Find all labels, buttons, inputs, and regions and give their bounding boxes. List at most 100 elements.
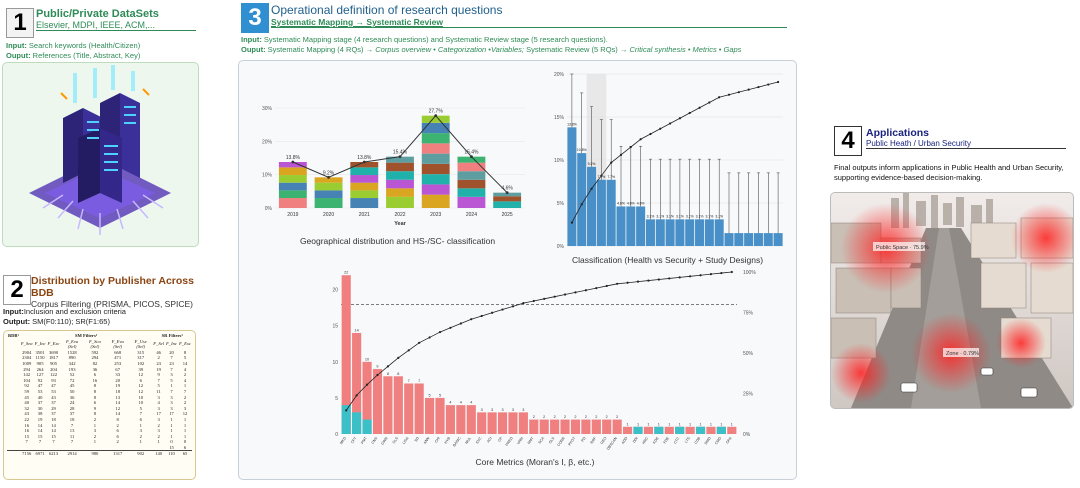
bdb-cell: 3 [139, 428, 142, 434]
bdb-cell: 905 [50, 360, 57, 366]
bar-segment [386, 162, 414, 172]
cumulative-point [595, 286, 598, 290]
bdb-name-cell [7, 451, 20, 457]
bdb-cell: 104 [23, 377, 31, 383]
data-label: 4.6% [501, 186, 513, 192]
bdb-cell: 14 [182, 360, 188, 366]
data-label: 3 [481, 408, 483, 412]
bar [612, 419, 622, 434]
cumulative-point [470, 318, 473, 321]
cumulative-point [574, 291, 577, 294]
bdb-cell: 4 [183, 377, 187, 383]
data-label: 4 [470, 401, 472, 405]
step3-output-label: Ouput: [241, 45, 266, 54]
bdb-cell: 67 [115, 366, 120, 372]
city-heatmap-icon: Public Space · 75.9% Zone · 0.79% [831, 193, 1073, 408]
table-row: 45 40 43 36 8 13 10 3 3 2 [7, 395, 192, 401]
x-tick-label: 2025 [502, 212, 513, 218]
bdb-cell: 3 [170, 405, 173, 411]
bar [352, 332, 362, 434]
cumulative-point [689, 275, 692, 278]
bar-teal-segment [654, 426, 664, 434]
x-tick-label: CHI [434, 436, 441, 443]
step4-title: Applications [866, 127, 930, 139]
bdb-cell: 471 [114, 355, 122, 361]
bdb-cell: 14 [51, 422, 56, 428]
bdb-cell: 8 [93, 388, 97, 394]
table-row: 2304 1150 1817 890 294 471 317 2 7 5 [7, 355, 192, 361]
step2-output-label: Output: [3, 317, 31, 326]
bdb-cell: 7 [139, 411, 142, 417]
bdb-cell: 53 [51, 388, 56, 394]
data-label: 13.8% [567, 122, 577, 126]
bdb-cell: 7 [170, 366, 173, 372]
x-tick-label: 2021 [359, 212, 370, 218]
data-label: 5 [439, 393, 441, 397]
bdb-subheader-cell: F_Sel [153, 341, 164, 347]
data-label: 1 [637, 422, 639, 426]
data-label: 1 [668, 422, 670, 426]
table-row: 40 37 37 24 6 14 10 4 3 2 [7, 400, 192, 406]
bdb-subheader-cell: F_Inc [34, 341, 46, 347]
bdb-cell: 2 [93, 416, 97, 422]
bar-segment [386, 188, 414, 197]
cumulative-point [590, 187, 593, 190]
data-label: 4.6% [627, 201, 635, 205]
bdb-subheader-cell: F_Eva (Sel) [111, 338, 124, 350]
bdb-cell: 317 [137, 355, 145, 361]
data-label: 3.1% [647, 214, 655, 218]
x-tick-label: 2023 [430, 212, 441, 218]
bdb-cell: 23 [156, 360, 161, 366]
x-tick-label: HYB [444, 436, 452, 445]
bdb-cell: 102 [137, 360, 145, 366]
bdb-cell: 294 [91, 355, 99, 361]
core-metrics-chart: 051015200%25%50%75%100%22MKD14CFT10PMT9C… [332, 270, 756, 451]
table-row: 104 92 93 72 16 20 6 7 5 4 [7, 378, 192, 384]
y-tick-label: 0 [335, 432, 338, 438]
bar-segment [493, 201, 522, 208]
data-label: 1 [699, 422, 701, 426]
data-label: 8 [387, 372, 389, 376]
data-label: 13.8% [286, 155, 301, 161]
cumulative-point [532, 299, 535, 303]
bdb-cell: 36 [92, 366, 98, 372]
cumulative-point [688, 111, 691, 115]
data-label: 3 [512, 408, 514, 412]
bdb-cell: 15 [169, 444, 174, 450]
sm-filters-header: SM Filters² [74, 333, 98, 338]
trend-point [291, 160, 295, 164]
step4-number: 4 [834, 126, 862, 156]
bdb-cell: 127 [36, 372, 44, 378]
cumulative-point [708, 101, 711, 104]
x-tick-label: CDB [694, 436, 702, 445]
y-tick-label: 5 [335, 396, 338, 402]
bdb-cell: 9 [157, 372, 160, 378]
bar [643, 426, 654, 434]
cumulative-point [355, 394, 358, 397]
bdb-cell: 0 [183, 439, 187, 445]
data-label: 4 [449, 401, 451, 405]
x-tick-label: ACI [486, 436, 493, 443]
bdb-subheader-cell: F_Eva (Sel) [65, 338, 79, 350]
data-label: 27.7% [429, 109, 444, 115]
bar-segment [421, 133, 450, 144]
bdb-cell: 28 [69, 405, 75, 411]
city-image-panel: Public Space · 75.9% Zone · 0.79% [830, 192, 1074, 409]
x-tick-label: ADD [621, 436, 629, 445]
x-tick-label: ANN [423, 436, 431, 445]
table-row: 142 127 122 52 6 33 12 9 3 2 [7, 372, 192, 378]
cumulative-point [438, 330, 442, 334]
bdb-cell: 8 [116, 416, 119, 422]
bdb-cell: 2 [183, 394, 187, 400]
bdb-cell: 38 [37, 411, 43, 417]
bar-segment [421, 184, 450, 195]
bdb-cell: 12 [138, 372, 144, 378]
bdb-cell: 3690 [48, 349, 59, 355]
cumulative-point [767, 83, 770, 86]
bdb-cell: 980 [91, 451, 99, 457]
trend-point [434, 114, 438, 118]
bdb-cell: 37 [51, 411, 56, 417]
y-tick-label: 15% [554, 115, 565, 121]
bdb-empty-header [7, 339, 20, 350]
bdb-cell: 3 [170, 372, 173, 378]
